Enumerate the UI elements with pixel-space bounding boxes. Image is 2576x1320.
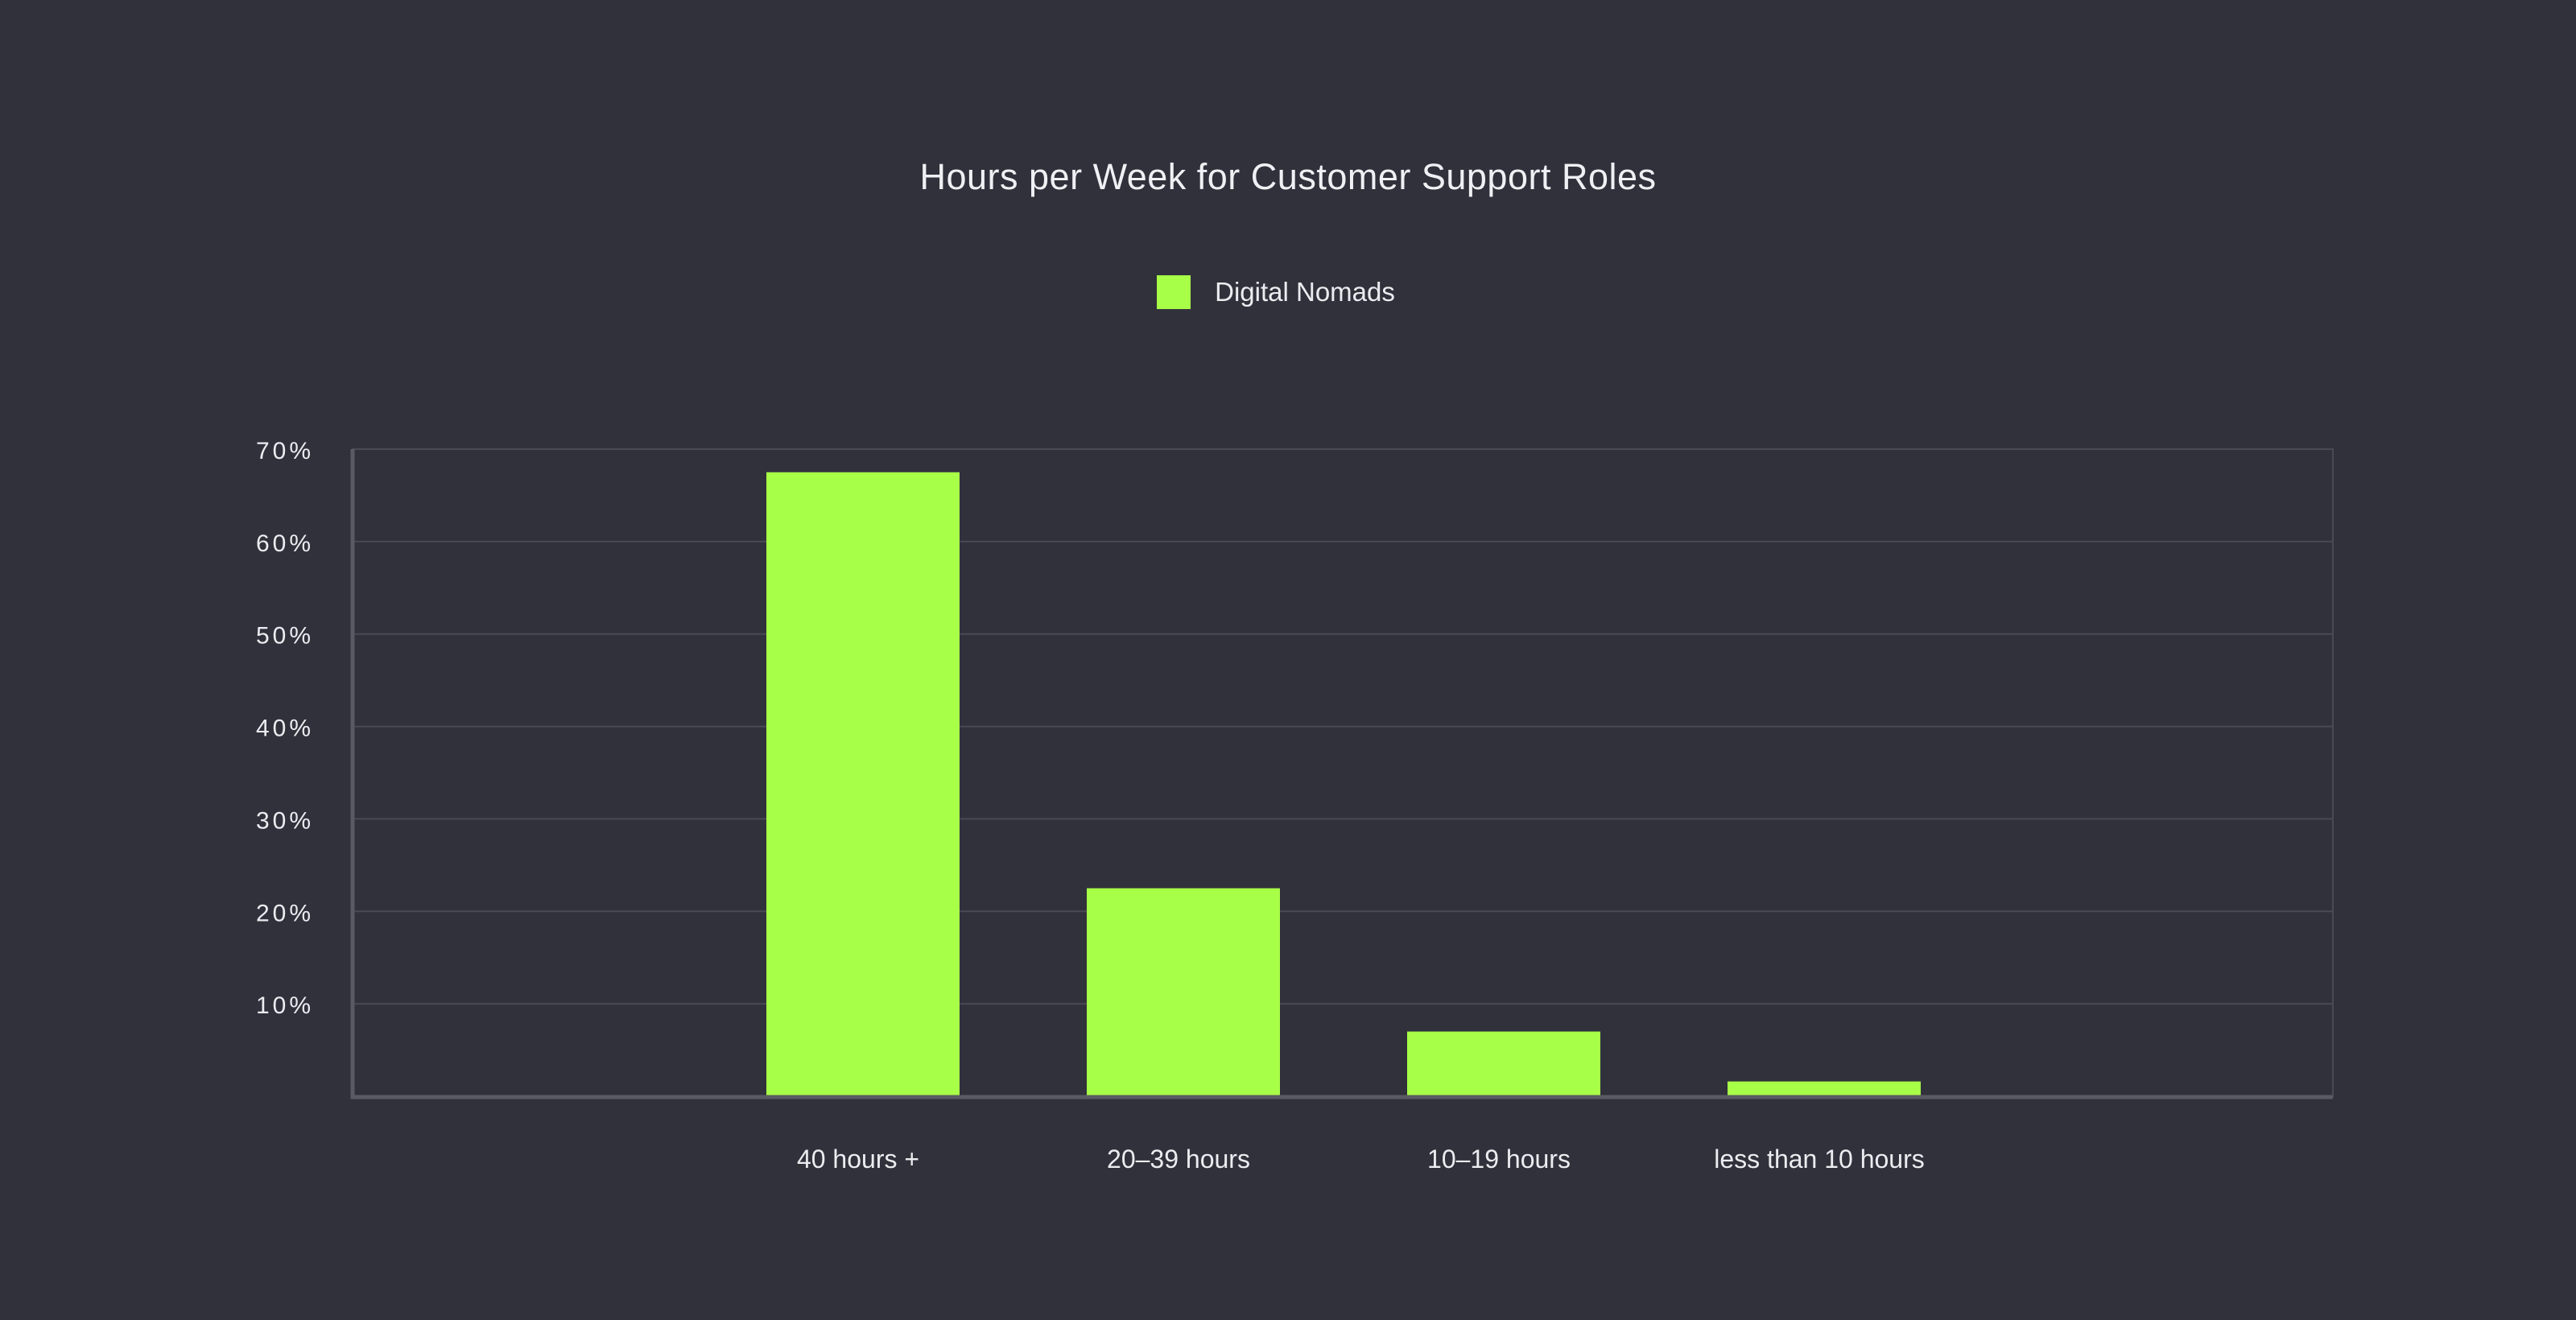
plot-frame <box>352 448 2334 1097</box>
bar <box>766 472 960 1096</box>
y-tick-label: 50% <box>256 623 314 650</box>
bar <box>1087 888 1280 1096</box>
x-tick-label: less than 10 hours <box>1714 1145 1925 1174</box>
legend-item-digital-nomads[interactable]: Digital Nomads <box>1157 275 1395 309</box>
x-tick-label: 20–39 hours <box>1107 1145 1250 1174</box>
chart-legend: Digital Nomads <box>0 275 2576 309</box>
x-tick-label: 10–19 hours <box>1427 1145 1571 1174</box>
y-tick-label: 60% <box>256 530 314 557</box>
y-tick-label: 30% <box>256 807 314 834</box>
legend-label: Digital Nomads <box>1215 277 1395 307</box>
y-tick-label: 10% <box>256 992 314 1019</box>
bar <box>1407 1031 1600 1096</box>
y-tick-label: 20% <box>256 900 314 926</box>
y-tick-label: 70% <box>256 438 314 464</box>
chart-title: Hours per Week for Customer Support Role… <box>919 156 1657 197</box>
y-tick-label: 40% <box>256 716 314 742</box>
x-tick-label: 40 hours + <box>797 1145 919 1174</box>
legend-swatch <box>1157 275 1191 309</box>
bar <box>1728 1081 1921 1096</box>
